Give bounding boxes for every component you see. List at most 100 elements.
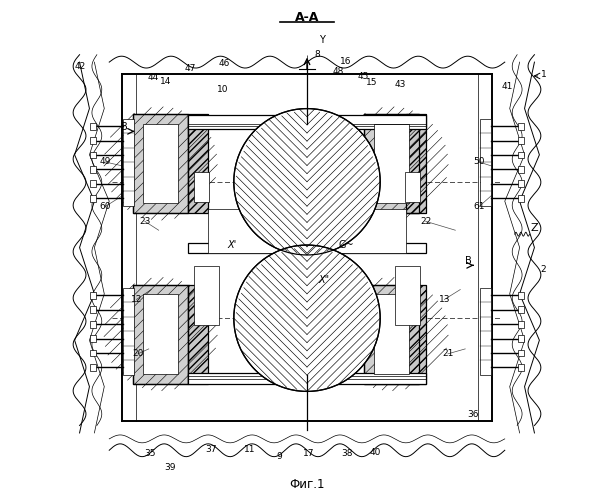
Bar [374, 294, 410, 374]
Text: X': X' [227, 240, 236, 250]
Bar [518, 152, 524, 158]
Text: B: B [465, 256, 472, 266]
Bar [123, 119, 134, 206]
Bar [518, 306, 524, 313]
Bar [194, 172, 209, 202]
Bar [395, 266, 420, 325]
Text: 22: 22 [420, 217, 431, 226]
Text: 20: 20 [132, 350, 144, 358]
Bar [194, 266, 219, 325]
Text: 61: 61 [473, 202, 485, 211]
Text: 46: 46 [218, 58, 230, 68]
Text: 13: 13 [439, 295, 450, 304]
Text: 41: 41 [502, 82, 513, 92]
Bar [208, 209, 406, 254]
Text: B: B [121, 122, 128, 132]
Text: 49: 49 [99, 158, 111, 166]
Bar [188, 242, 426, 254]
Bar [90, 306, 96, 313]
Text: 9: 9 [276, 452, 282, 461]
Bar [406, 114, 426, 213]
Bar [188, 114, 208, 213]
Bar [123, 288, 134, 374]
Text: Z: Z [530, 223, 538, 233]
Bar [133, 284, 188, 384]
Text: 39: 39 [164, 463, 175, 472]
Bar [518, 122, 524, 130]
Bar [518, 335, 524, 342]
Bar [90, 166, 96, 173]
Bar [374, 124, 410, 203]
Text: 35: 35 [144, 449, 156, 458]
Text: 10: 10 [217, 85, 228, 94]
Bar [406, 114, 426, 213]
Bar [364, 284, 419, 384]
Text: 45: 45 [358, 72, 369, 82]
Bar [406, 284, 426, 384]
Bar [480, 119, 491, 206]
Text: 23: 23 [139, 217, 150, 226]
Text: 8: 8 [314, 50, 320, 59]
Bar [406, 284, 426, 384]
Text: 16: 16 [340, 56, 351, 66]
Text: 48: 48 [333, 68, 344, 76]
Bar [518, 166, 524, 173]
Bar [518, 350, 524, 356]
Text: G~: G~ [339, 240, 354, 250]
Text: 50: 50 [473, 158, 485, 166]
Text: 38: 38 [341, 449, 352, 458]
Bar [188, 115, 426, 129]
Bar [188, 284, 208, 384]
Polygon shape [234, 245, 380, 392]
Bar [188, 114, 208, 213]
Bar [188, 284, 208, 384]
Bar [518, 180, 524, 188]
Bar [90, 320, 96, 328]
Bar [90, 292, 96, 298]
Bar [143, 124, 179, 203]
Text: 1: 1 [540, 70, 546, 79]
Text: 14: 14 [160, 78, 172, 86]
Text: Фиг.1: Фиг.1 [289, 478, 325, 492]
Bar [90, 364, 96, 371]
Bar [133, 114, 188, 213]
Text: А-А: А-А [295, 11, 319, 24]
Bar [90, 195, 96, 202]
Text: 47: 47 [184, 64, 195, 72]
Bar [364, 114, 419, 213]
Bar [90, 122, 96, 130]
Text: 44: 44 [147, 74, 158, 82]
Bar [518, 364, 524, 371]
Bar [518, 137, 524, 144]
Bar [90, 335, 96, 342]
Polygon shape [234, 108, 380, 255]
Bar [90, 350, 96, 356]
Text: 36: 36 [467, 410, 478, 418]
Text: 37: 37 [205, 445, 217, 454]
Bar [364, 114, 419, 213]
Text: 11: 11 [244, 445, 255, 454]
Bar [133, 284, 188, 384]
Text: 2: 2 [540, 266, 546, 274]
Text: X": X" [319, 274, 330, 284]
Bar [518, 320, 524, 328]
Text: 21: 21 [442, 350, 454, 358]
Text: 15: 15 [365, 78, 377, 88]
Text: 42: 42 [75, 62, 86, 70]
Bar [143, 294, 179, 374]
Bar [405, 172, 420, 202]
Bar [364, 284, 419, 384]
Text: 40: 40 [370, 448, 381, 457]
Text: 12: 12 [131, 295, 142, 304]
Bar [90, 137, 96, 144]
Bar [480, 288, 491, 374]
Bar [133, 114, 188, 213]
Bar [518, 195, 524, 202]
Text: 60: 60 [99, 202, 111, 211]
Bar [90, 180, 96, 188]
Bar [188, 372, 426, 384]
Text: 43: 43 [394, 80, 406, 89]
Bar [188, 115, 426, 129]
Text: 17: 17 [303, 449, 315, 458]
Text: Y: Y [319, 35, 325, 45]
